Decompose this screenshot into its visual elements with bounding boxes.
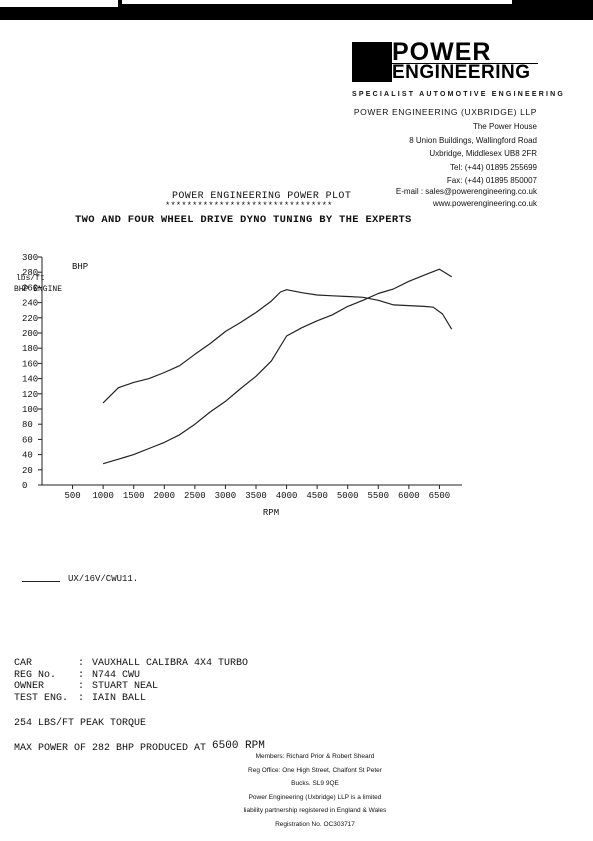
x-tick-label: 6000 [398, 491, 420, 501]
logo-word-engineering: ENGINEERING [392, 62, 531, 83]
max-power: MAX POWER OF 282 BHP PRODUCED AT 6500 RP… [14, 740, 265, 754]
car-info-value: STUART NEAL [92, 681, 159, 692]
y-tick-label: 220 [22, 314, 38, 324]
chart-series [102, 268, 453, 465]
car-info-value: VAUXHALL CALIBRA 4X4 TURBO [92, 658, 249, 669]
footer-line: Registration No. OC303717 [275, 820, 355, 828]
y-tick-label: 100 [22, 405, 38, 415]
x-tick-label: 4500 [306, 491, 328, 501]
x-tick-label: 2000 [153, 491, 175, 501]
x-tick-label: 500 [64, 491, 80, 501]
y-tick-label: 80 [22, 420, 33, 430]
y-tick-label: 140 [22, 375, 38, 385]
company-contact: E-mail : sales@powerengineering.co.uk ww… [396, 186, 537, 210]
car-info-colon: : [78, 669, 85, 681]
car-info-row: OWNER: STUART NEAL [14, 681, 248, 693]
address-line: The Power House [472, 122, 537, 131]
y-tick-label: 120 [22, 390, 38, 400]
y-tick-label: 40 [22, 451, 33, 461]
y-tick-label: 0 [22, 481, 27, 491]
car-info-colon: : [78, 681, 85, 692]
car-info-row: TEST ENG.: IAIN BALL [14, 693, 248, 705]
plot-subtitle: TWO AND FOUR WHEEL DRIVE DYNO TUNING BY … [75, 214, 412, 226]
car-info-label: REG No. [14, 669, 57, 681]
x-tick-label: 2500 [184, 491, 206, 501]
peak-torque: 254 LBS/FT PEAK TORQUE [14, 718, 147, 729]
car-info-colon: : [78, 658, 85, 669]
plot-title: POWER ENGINEERING POWER PLOT [172, 191, 352, 202]
dyno-chart: 0 20 40 60 80 100 120 140 160 180 200 220 240 260 280 3… [14, 253, 462, 518]
car-info-label: TEST ENG. [14, 692, 69, 704]
chart-ticks: 0 20 40 60 80 100 120 140 160 180 200 220 240 260 280 3… [22, 253, 450, 501]
footer-line: Members: Richard Prior & Robert Sheard [255, 753, 375, 760]
footer-line: Reg Office: One High Street, Chalfont St… [248, 766, 382, 774]
address-line: Uxbridge, Middlesex UB8 2FR [429, 149, 537, 158]
top-scan-notch-2 [122, 0, 512, 4]
y-tick-label: 180 [22, 344, 38, 354]
telephone: Tel: (+44) 01895 255699 [450, 162, 537, 172]
footer-line: Bucks. SL9 9QE [291, 780, 339, 787]
x-tick-label: 1000 [92, 491, 114, 501]
website: www.powerengineering.co.uk [432, 199, 537, 208]
series-line-torque [102, 289, 453, 404]
y-tick-label: 60 [22, 435, 33, 445]
y-tick-label: 20 [22, 466, 33, 476]
x-tick-label: 4000 [276, 491, 298, 501]
y-tick-label: 200 [22, 329, 38, 339]
x-tick-label: 3000 [215, 491, 237, 501]
car-info-value: IAIN BALL [92, 692, 147, 704]
x-tick-label: 5000 [337, 491, 359, 501]
car-info-row: CAR: VAUXHALL CALIBRA 4X4 TURBO [14, 658, 248, 670]
footer-line: Power Engineering (Uxbridge) LLP is a li… [248, 793, 382, 801]
footer-legal: Members: Richard Prior & Robert Sheard R… [214, 750, 416, 831]
car-info-value: N744 CWU [92, 669, 141, 681]
top-scan-notch [0, 0, 118, 7]
car-info-row: REG No.: N744 CWU [14, 670, 248, 682]
logo-rule [390, 63, 538, 64]
x-axis-label: RPM [263, 508, 279, 518]
y-axis-label-right: BHP [72, 262, 88, 272]
y-tick-label: 260 [22, 283, 38, 293]
logo-word-power: POWER [392, 38, 492, 66]
company-address: The Power House 8 Union Buildings, Walli… [409, 120, 537, 188]
x-tick-label: 3500 [245, 491, 267, 501]
car-info: CAR: VAUXHALL CALIBRA 4X4 TURBO REG No.: N… [14, 658, 248, 704]
fax: Fax: (+44) 01895 850007 [446, 176, 537, 185]
series-line-bhp [102, 268, 453, 465]
series-key-line [22, 581, 60, 582]
max-power-text: MAX POWER OF 282 BHP PRODUCED AT [14, 743, 207, 754]
series-key-label: UX/16V/CWU11. [68, 574, 139, 584]
x-tick-label: 1500 [123, 491, 145, 501]
company-name: POWER ENGINEERING (UXBRIDGE) LLP [353, 107, 537, 117]
logo-square-icon [352, 42, 392, 82]
max-power-rpm: 6500 RPM [212, 740, 265, 752]
company-logo: POWER ENGINEERING [352, 38, 538, 86]
car-info-label: CAR [14, 658, 33, 669]
y-tick-label: 240 [22, 299, 38, 309]
x-tick-label: 6500 [429, 491, 451, 501]
y-tick-label: 280 [22, 268, 38, 278]
chart-labels: lbs/ft BHP ENGINE BHP RPM [14, 262, 279, 518]
car-info-label: OWNER [14, 681, 45, 692]
email: E-mail : sales@powerengineering.co.uk [395, 187, 537, 196]
company-tagline: SPECIALIST AUTOMOTIVE ENGINEERING [352, 91, 566, 98]
car-info-colon: : [78, 692, 85, 704]
footer-line: liability partnership registered in Engl… [243, 807, 387, 814]
top-scan-bar [0, 0, 593, 20]
plot-title-underline: ******************************* [165, 201, 333, 211]
y-axis-label-left-overlap: BHP ENGINE [14, 285, 62, 294]
y-tick-label: 160 [22, 359, 38, 369]
chart-axes [41, 257, 462, 486]
y-tick-label: 300 [22, 253, 38, 263]
address-line: 8 Union Buildings, Wallingford Road [409, 135, 537, 145]
y-axis-label-left: lbs/ft [16, 274, 45, 283]
x-tick-label: 5500 [367, 491, 389, 501]
